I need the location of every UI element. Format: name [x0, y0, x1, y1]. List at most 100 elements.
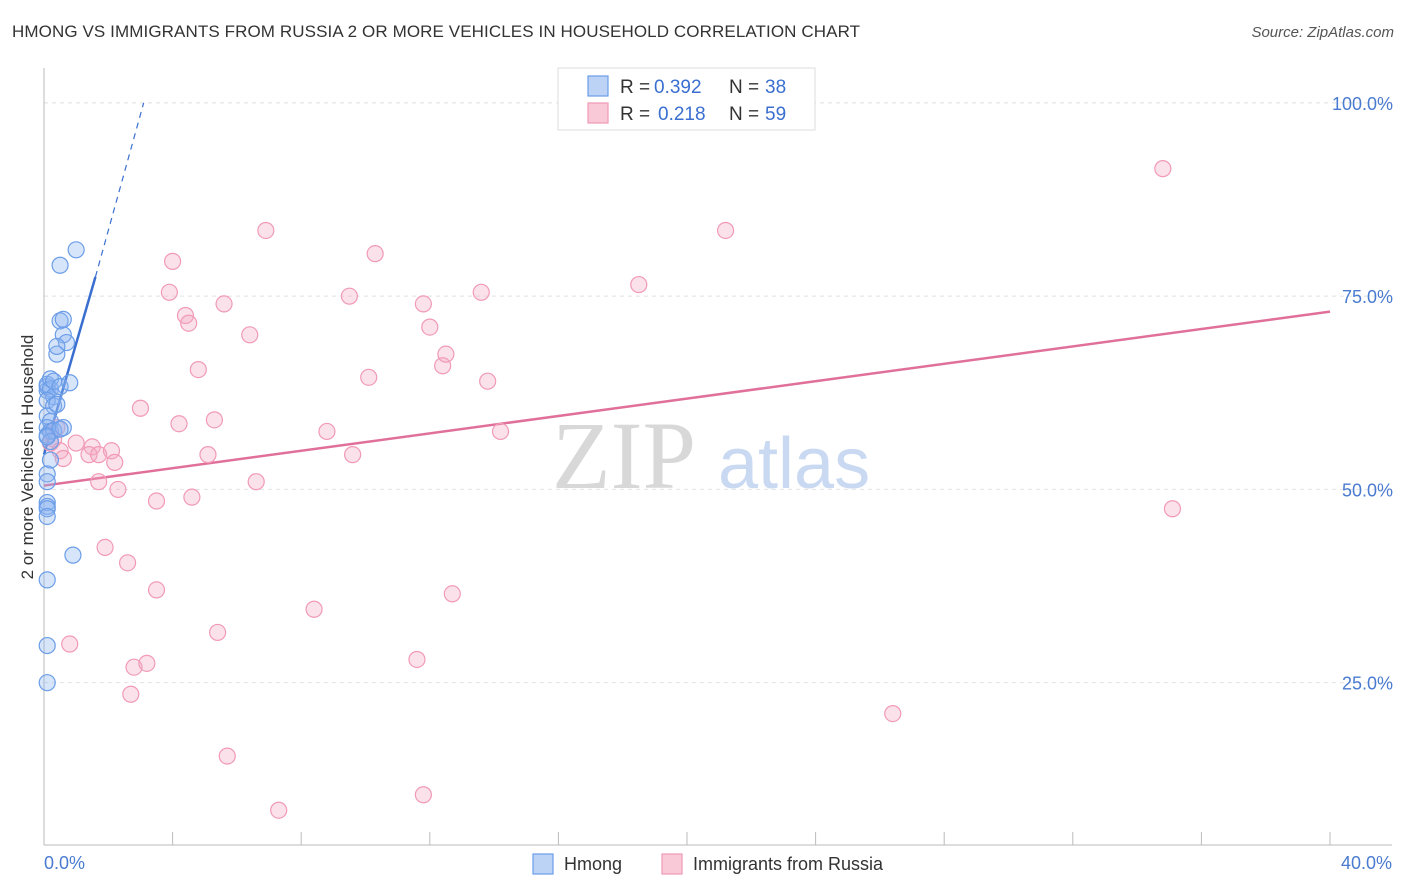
hmong-point — [41, 432, 60, 451]
bottom-legend-label-russia: Immigrants from Russia — [693, 854, 884, 874]
legend-n-value-russia: 59 — [765, 104, 786, 125]
russia-point — [344, 446, 362, 464]
russia-point — [360, 368, 378, 386]
hmong-point — [38, 636, 56, 655]
y-tick-label: 50.0% — [1342, 480, 1393, 500]
russia-point — [215, 295, 233, 313]
russia-point — [472, 283, 490, 301]
hmong-point — [51, 256, 69, 274]
russia-point — [318, 422, 336, 441]
russia-point — [414, 786, 432, 804]
russia-point — [180, 314, 198, 332]
russia-point — [884, 704, 902, 723]
hmong-point — [51, 420, 69, 438]
russia-point — [131, 399, 150, 417]
y-tick-label: 100.0% — [1332, 94, 1393, 114]
legend-r-label-russia: R = — [620, 104, 650, 125]
y-tick-label: 75.0% — [1342, 287, 1393, 307]
russia-point — [54, 449, 72, 468]
chart-title: HMONG VS IMMIGRANTS FROM RUSSIA 2 OR MOR… — [12, 22, 861, 41]
russia-point — [241, 326, 259, 344]
russia-point — [109, 480, 127, 499]
y-axis-label: 2 or more Vehicles in Household — [18, 335, 37, 580]
russia-point — [421, 318, 439, 336]
hmong-point — [48, 337, 66, 356]
russia-point — [106, 453, 124, 471]
y-tick-labels: 25.0% 50.0% 75.0% 100.0% — [1332, 94, 1393, 694]
russia-point — [437, 345, 455, 363]
russia-point — [80, 446, 98, 464]
series-legend: Hmong Immigrants from Russia — [532, 853, 884, 875]
russia-point — [96, 538, 114, 556]
russia-point — [443, 585, 461, 603]
legend-r-value-hmong: 0.392 — [654, 77, 702, 98]
russia-point — [164, 252, 182, 270]
russia-point — [247, 473, 265, 491]
russia-point — [305, 600, 323, 618]
russia-point — [340, 287, 359, 305]
russia-point — [716, 221, 735, 240]
russia-point — [257, 221, 275, 240]
russia-point — [189, 361, 207, 379]
russia-point — [147, 581, 166, 599]
russia-point — [160, 283, 178, 301]
x-tick-label-min: 0.0% — [44, 853, 85, 873]
legend-r-label-hmong: R = — [620, 77, 650, 98]
hmong-point — [67, 241, 85, 259]
russia-point — [270, 801, 288, 819]
russia-point — [205, 411, 223, 429]
russia-point — [414, 295, 432, 313]
russia-point — [366, 245, 384, 263]
hmong-point — [57, 333, 76, 352]
russia-point — [209, 623, 227, 642]
hmong-point — [54, 310, 72, 328]
source-credit: Source: ZipAtlas.com — [1251, 24, 1394, 41]
hmong-point — [45, 422, 63, 440]
russia-point — [491, 422, 510, 441]
y-tick-label: 25.0% — [1342, 674, 1393, 694]
russia-point — [408, 650, 426, 669]
watermark-atlas: atlas — [718, 424, 870, 504]
russia-point — [147, 492, 166, 510]
legend-swatch-hmong — [587, 75, 609, 97]
hmong-point — [38, 428, 56, 446]
russia-point — [218, 747, 236, 765]
legend-n-label-russia: N = — [729, 104, 759, 125]
russia-point — [138, 654, 156, 672]
russia-point — [122, 685, 140, 703]
hmong-point — [51, 378, 69, 396]
russia-point — [90, 446, 108, 464]
hmong-point — [38, 493, 56, 512]
stats-legend: R = 0.392 N = 38 R = 0.218 N = 59 — [557, 67, 816, 131]
legend-n-value-hmong: 38 — [765, 77, 786, 98]
grid-lines — [44, 102, 1392, 684]
hmong-points — [38, 241, 85, 692]
russia-point — [479, 372, 497, 390]
russia-point — [1163, 500, 1182, 518]
russia-points — [41, 94, 1182, 819]
russia-point — [118, 554, 137, 572]
russia-point — [125, 658, 143, 676]
hmong-point — [38, 674, 56, 692]
hmong-point — [41, 451, 60, 469]
bottom-legend-swatch-russia — [661, 853, 683, 875]
legend-r-value-russia: 0.218 — [658, 104, 706, 125]
hmong-point — [38, 473, 56, 491]
russia-point — [183, 488, 201, 506]
watermark-zip: ZIP — [552, 402, 696, 509]
bottom-legend-label-hmong: Hmong — [564, 854, 622, 874]
legend-swatch-russia — [587, 102, 609, 124]
bottom-legend-swatch-hmong — [532, 853, 554, 875]
x-tick-label-max: 40.0% — [1341, 853, 1392, 873]
russia-point — [199, 446, 217, 464]
russia-point — [90, 473, 108, 491]
hmong-point — [48, 395, 66, 413]
russia-point — [67, 434, 85, 452]
russia-point — [1154, 160, 1172, 178]
hmong-point — [38, 571, 56, 589]
axes — [43, 68, 1392, 846]
hmong-point — [64, 546, 82, 564]
hmong-point — [61, 374, 79, 392]
russia-point — [61, 635, 79, 653]
